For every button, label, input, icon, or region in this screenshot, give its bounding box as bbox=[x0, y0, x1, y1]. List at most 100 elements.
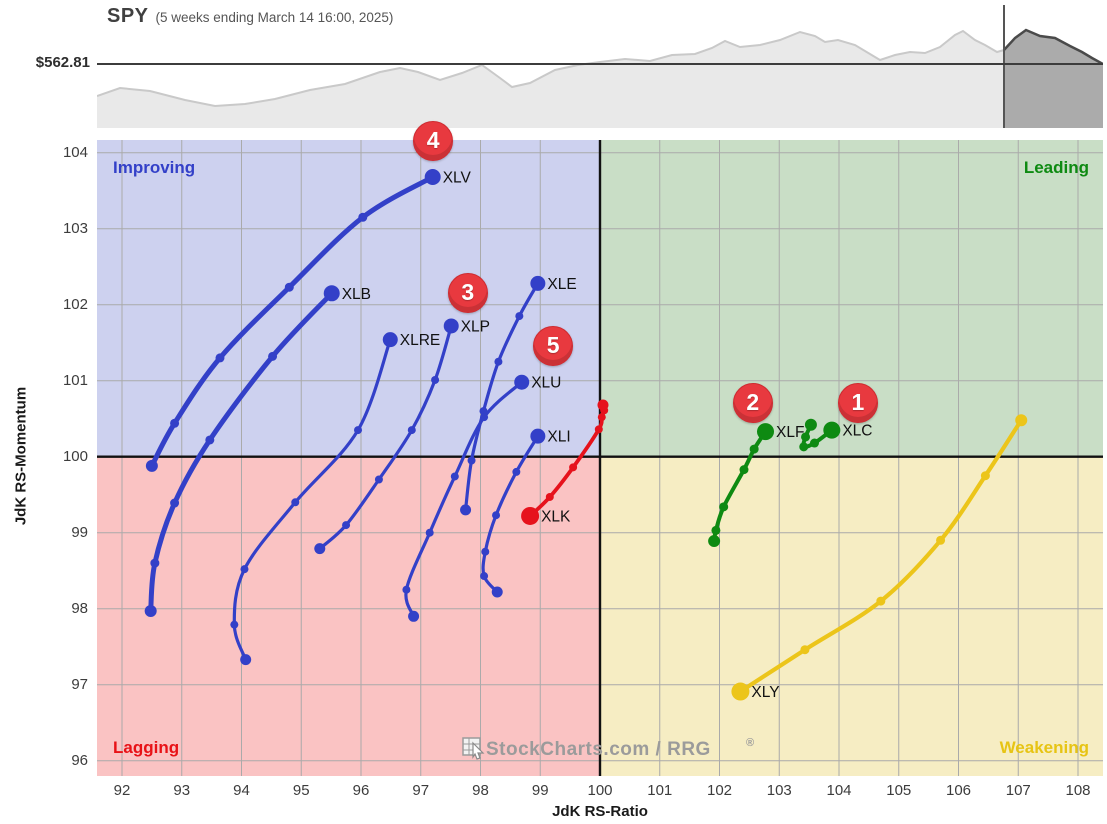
tail-xly[interactable]: XLY bbox=[731, 414, 1028, 701]
x-tick-label-94: 94 bbox=[233, 782, 250, 799]
tail-dot bbox=[980, 471, 990, 481]
annotation-badge-4[interactable]: 4 bbox=[413, 120, 454, 161]
tail-dot bbox=[342, 521, 351, 530]
symbol-label-xli[interactable]: XLI bbox=[547, 429, 570, 446]
x-tick-label-104: 104 bbox=[826, 782, 852, 799]
rrg-plot-svg: StockCharts.com / RRG ® XLV XLB XLE XLP XLRE XL… bbox=[97, 140, 1103, 776]
tail-dot bbox=[810, 438, 820, 448]
endpoint-dot-xlk[interactable] bbox=[521, 506, 540, 525]
tail-dot bbox=[545, 492, 554, 501]
tail-dot bbox=[402, 585, 411, 594]
tail-dot bbox=[708, 535, 721, 548]
endpoint-dot-xle[interactable] bbox=[530, 275, 546, 291]
endpoint-dot-xli[interactable] bbox=[530, 428, 546, 444]
quadrant-label-improving: Improving bbox=[113, 158, 196, 177]
symbol-label-xlu[interactable]: XLU bbox=[531, 375, 561, 392]
annotation-badge-2[interactable]: 2 bbox=[732, 382, 773, 423]
spy-price-sparkline bbox=[97, 5, 1103, 128]
endpoint-dot-xlp[interactable] bbox=[443, 318, 459, 334]
symbol-label-xlp[interactable]: XLP bbox=[461, 318, 490, 335]
annotation-badge-5[interactable]: 5 bbox=[533, 325, 574, 366]
tail-dot bbox=[467, 456, 476, 465]
tail-dot bbox=[799, 442, 809, 452]
endpoint-dot-xlb[interactable] bbox=[323, 285, 340, 302]
tail-dot bbox=[205, 435, 215, 445]
tail-dot bbox=[600, 406, 609, 415]
tail-dot bbox=[230, 620, 239, 629]
y-tick-label-103: 103 bbox=[62, 219, 88, 237]
symbol-label-xly[interactable]: XLY bbox=[751, 684, 779, 701]
tail-dot bbox=[407, 426, 416, 435]
x-tick-label-102: 102 bbox=[706, 782, 733, 799]
tail-dot bbox=[481, 547, 490, 556]
spark-area-highlighted bbox=[1004, 30, 1103, 128]
tail-dot bbox=[240, 654, 252, 666]
symbol-label-xlf[interactable]: XLF bbox=[776, 424, 804, 441]
tail-xlc[interactable]: XLC bbox=[799, 418, 872, 452]
endpoint-dot-xly[interactable] bbox=[731, 682, 750, 701]
tail-dot bbox=[291, 498, 300, 507]
tail-dot bbox=[314, 543, 326, 555]
tail-xlk[interactable]: XLK bbox=[521, 399, 609, 526]
tail-dot bbox=[597, 413, 606, 422]
endpoint-dot-xlf[interactable] bbox=[757, 423, 775, 441]
x-tick-label-101: 101 bbox=[647, 782, 673, 799]
x-tick-label-99: 99 bbox=[531, 782, 549, 799]
tail-dot bbox=[170, 498, 180, 508]
quadrant-label-lagging: Lagging bbox=[113, 738, 180, 757]
tail-dot bbox=[1015, 414, 1028, 427]
tail-dot bbox=[431, 375, 440, 384]
tail-xlp[interactable]: XLP bbox=[314, 318, 490, 555]
x-tick-label-103: 103 bbox=[766, 782, 792, 799]
tail-dot bbox=[711, 525, 721, 535]
tail-xlf[interactable]: XLF bbox=[708, 423, 804, 548]
x-tick-label-100: 100 bbox=[587, 782, 613, 799]
last-price-label: $562.81 bbox=[35, 54, 90, 71]
y-tick-label-98: 98 bbox=[71, 599, 88, 617]
spark-line-light bbox=[97, 29, 1005, 108]
tail-dot bbox=[145, 459, 158, 472]
tail-xlb[interactable]: XLB bbox=[144, 285, 371, 617]
tail-xlre[interactable]: XLRE bbox=[230, 332, 441, 666]
x-axis-title: JdK RS-Ratio bbox=[552, 803, 648, 820]
symbol-label-xlre[interactable]: XLRE bbox=[400, 332, 441, 349]
spark-line-highlighted bbox=[1003, 28, 1103, 66]
tail-dot bbox=[800, 645, 810, 655]
quadrant-weakening bbox=[600, 456, 1103, 776]
symbol-label-xlc[interactable]: XLC bbox=[842, 423, 872, 440]
endpoint-dot-xlc[interactable] bbox=[823, 421, 841, 439]
tail-dot bbox=[358, 212, 368, 222]
symbol-label-xle[interactable]: XLE bbox=[547, 276, 576, 293]
tail-dot bbox=[284, 282, 294, 292]
watermark-reg-mark: ® bbox=[746, 737, 754, 749]
symbol-label-xlk[interactable]: XLK bbox=[541, 508, 571, 525]
annotation-badge-3[interactable]: 3 bbox=[447, 272, 488, 313]
endpoint-dot-xlu[interactable] bbox=[514, 374, 530, 390]
tail-dot bbox=[150, 558, 160, 568]
y-tick-label-96: 96 bbox=[71, 751, 88, 769]
tail-dot bbox=[450, 472, 459, 481]
tail-dot bbox=[492, 511, 501, 520]
tail-xlv[interactable]: XLV bbox=[145, 169, 472, 472]
tail-dot bbox=[215, 353, 225, 363]
x-tick-label-107: 107 bbox=[1005, 782, 1031, 799]
endpoint-dot-xlre[interactable] bbox=[382, 332, 398, 348]
tail-xli[interactable]: XLI bbox=[480, 428, 571, 598]
y-tick-label-99: 99 bbox=[71, 523, 88, 541]
symbol-label-xlb[interactable]: XLB bbox=[342, 286, 371, 303]
symbol-label-xlv[interactable]: XLV bbox=[443, 170, 472, 187]
tail-dot bbox=[144, 604, 157, 617]
tail-dot bbox=[515, 312, 524, 321]
tail-dot bbox=[170, 418, 180, 428]
period-subtitle: (5 weeks ending March 14 16:00, 2025) bbox=[155, 10, 394, 25]
watermark-grid-icon bbox=[462, 737, 485, 760]
tail-xlu[interactable]: XLU bbox=[402, 374, 561, 622]
endpoint-dot-xlv[interactable] bbox=[424, 169, 441, 186]
annotation-badge-1[interactable]: 1 bbox=[837, 382, 878, 423]
tail-xle[interactable]: XLE bbox=[460, 275, 577, 516]
symbol-title: SPY bbox=[107, 5, 149, 27]
tail-dot bbox=[876, 596, 886, 606]
y-tick-label-101: 101 bbox=[62, 371, 88, 389]
tail-dot bbox=[268, 351, 278, 361]
